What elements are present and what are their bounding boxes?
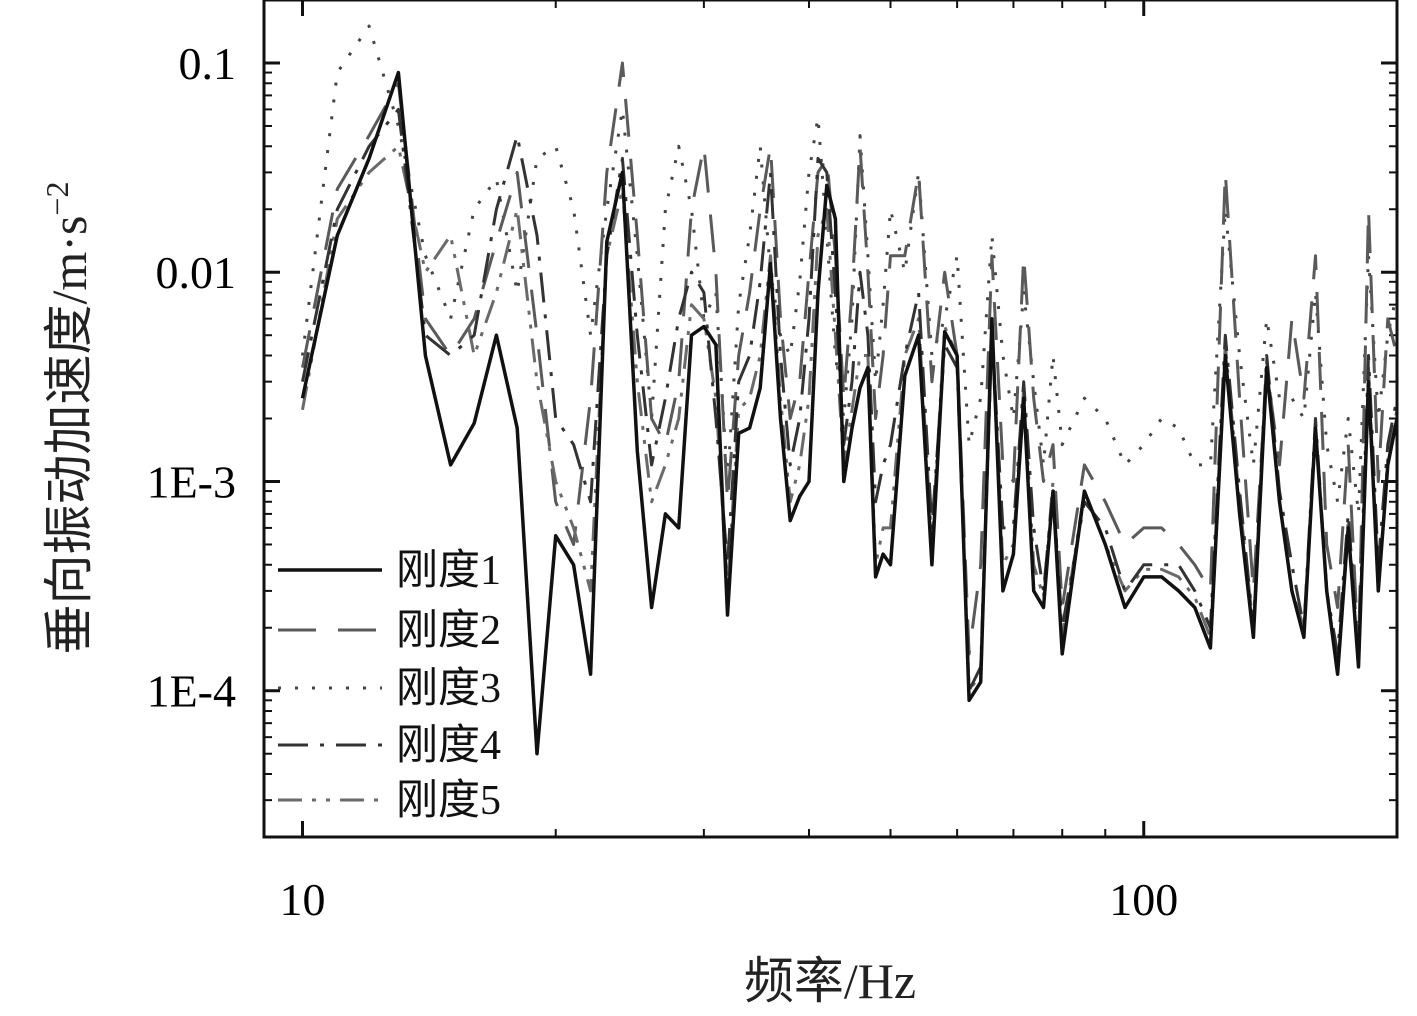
- x-axis-title: 频率/Hz: [744, 953, 916, 1009]
- x-tick-label: 100: [1109, 874, 1178, 925]
- y-axis-title-exponent: −2: [39, 182, 75, 216]
- y-axis-title-text: 垂向振动加速度/m·s: [41, 216, 97, 655]
- legend: 刚度1 刚度2 刚度3 刚度4 刚度5: [278, 548, 501, 824]
- plot-frame: [262, 0, 1399, 839]
- series-line-2: [301, 61, 1397, 656]
- legend-label-1: 刚度1: [396, 548, 501, 594]
- legend-label-5: 刚度5: [396, 778, 501, 824]
- legend-label-3: 刚度3: [396, 666, 501, 712]
- y-axis-title: 垂向振动加速度/m·s−2: [39, 182, 97, 655]
- y-tick-label: 0.01: [156, 247, 237, 298]
- y-tick-label: 1E-3: [147, 456, 236, 507]
- series-line-4: [301, 107, 1397, 693]
- y-tick-label: 1E-4: [147, 666, 236, 717]
- tick-labels: 0.1 0.01 1E-3 1E-4 10 100: [147, 38, 1179, 925]
- series-line-1: [300, 70, 1397, 756]
- legend-label-4: 刚度4: [396, 723, 501, 769]
- y-tick-label: 0.1: [179, 38, 237, 89]
- x-tick-label: 10: [279, 874, 325, 925]
- legend-label-2: 刚度2: [396, 608, 501, 654]
- series-line-5: [301, 144, 1397, 693]
- series-layer: [300, 24, 1397, 756]
